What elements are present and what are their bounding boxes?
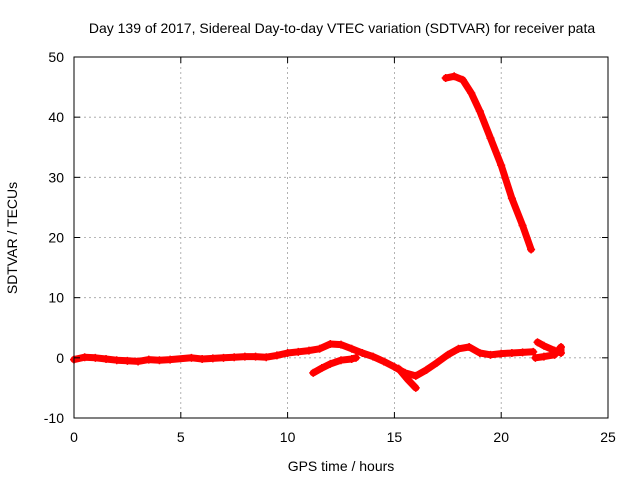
data-point [527, 245, 536, 254]
series-line [70, 340, 537, 380]
data-point [557, 343, 566, 352]
x-tick-labels: 0 5 10 15 20 25 [70, 429, 616, 445]
data-point [467, 89, 476, 98]
y-tick-label: 30 [48, 169, 64, 185]
data-point [155, 356, 164, 365]
y-tick-label: 50 [48, 49, 64, 65]
data-point [230, 353, 239, 362]
data-point [394, 364, 403, 373]
data-point [550, 350, 559, 359]
data-point [351, 353, 360, 362]
data-point [533, 338, 542, 347]
x-tick-label: 10 [280, 429, 296, 445]
data-point [518, 221, 527, 230]
data-point [134, 357, 143, 366]
ticks [73, 56, 609, 419]
chart-title: Day 139 of 2017, Sidereal Day-to-day VTE… [89, 20, 596, 36]
data-point [507, 349, 516, 358]
data-point [539, 341, 548, 350]
data-point [531, 353, 540, 362]
data-point [507, 194, 516, 203]
data-point [309, 368, 318, 377]
data-point [369, 352, 378, 361]
data-point [454, 344, 463, 353]
data-point [497, 161, 506, 170]
data-point [326, 359, 335, 368]
y-tick-label: 40 [48, 109, 64, 125]
data-point [337, 340, 345, 349]
data-point [458, 75, 467, 84]
data-point [379, 357, 388, 366]
x-tick-label: 15 [387, 429, 403, 445]
data-point [441, 74, 450, 83]
data-point [518, 348, 527, 357]
y-tick-label: 0 [56, 350, 64, 366]
y-axis-label: SDTVAR / TECUs [4, 182, 20, 294]
x-tick-label: 0 [70, 429, 78, 445]
data-point [262, 353, 271, 362]
x-tick-label: 25 [600, 429, 616, 445]
data-point [347, 355, 356, 364]
data-series [70, 339, 538, 380]
data-point [539, 352, 548, 361]
series-line [309, 354, 360, 377]
series-line [442, 72, 535, 253]
data-point [475, 107, 484, 116]
data-point [411, 371, 420, 380]
data-point [422, 365, 431, 374]
data-point [251, 352, 260, 361]
data-point [486, 350, 495, 359]
data-point [443, 350, 452, 359]
data-point [326, 339, 335, 348]
y-tick-label: 20 [48, 230, 64, 246]
data-layer [70, 72, 566, 392]
data-point [486, 134, 495, 143]
data-point [219, 353, 228, 362]
data-point [347, 344, 356, 353]
x-axis-label: GPS time / hours [288, 458, 395, 474]
data-point [529, 347, 538, 356]
y-tick-labels: -10 0 10 20 30 40 50 [44, 49, 64, 426]
data-point [112, 356, 121, 365]
data-point [208, 354, 217, 363]
data-point [411, 383, 420, 392]
data-point [272, 351, 281, 360]
data-point [358, 349, 367, 358]
data-point [91, 353, 100, 362]
x-tick-label: 20 [493, 429, 509, 445]
data-point [123, 356, 132, 365]
y-tick-label: 10 [48, 290, 64, 306]
data-point [102, 355, 111, 364]
data-point [304, 346, 313, 355]
data-point [315, 344, 324, 353]
data-point [475, 349, 484, 358]
data-point [80, 353, 89, 362]
data-point [166, 355, 175, 364]
data-point [198, 355, 207, 364]
data-point [465, 343, 474, 352]
data-point [450, 72, 459, 81]
data-point [294, 347, 303, 356]
data-point [403, 374, 412, 383]
data-point [187, 353, 196, 362]
data-point [433, 358, 442, 367]
data-point [283, 349, 292, 358]
data-point [240, 352, 249, 361]
data-series [531, 338, 566, 362]
x-tick-label: 5 [177, 429, 185, 445]
data-point [337, 356, 345, 365]
data-point [317, 364, 326, 373]
data-series [441, 72, 536, 254]
data-point [497, 349, 506, 358]
data-series [394, 364, 420, 392]
data-series [309, 353, 360, 377]
y-tick-label: -10 [44, 410, 64, 426]
data-point [144, 355, 153, 364]
